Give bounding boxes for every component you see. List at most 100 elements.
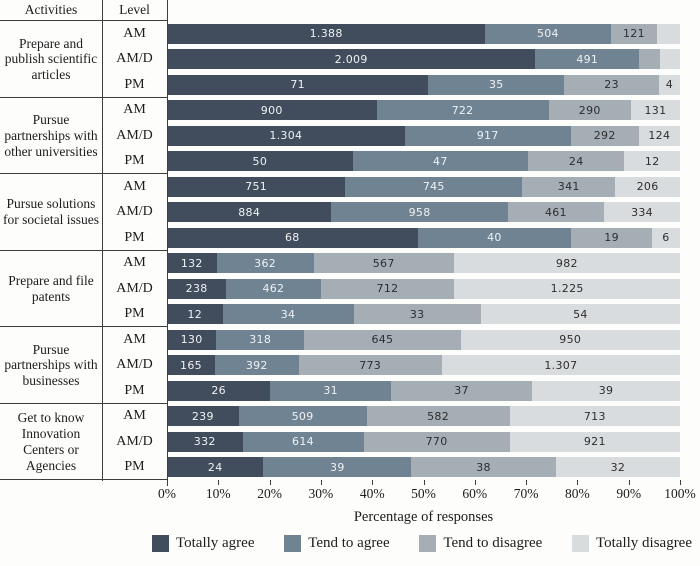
bar-groups: Prepare and publish scientific articles A…	[0, 21, 700, 480]
bar-value: 713	[583, 409, 606, 423]
bar-segment-tend-to-agree: 745	[345, 176, 523, 197]
bar-segment-tend-to-agree: 462	[226, 278, 321, 299]
bar-value: 504	[536, 27, 559, 41]
bar-value: 47	[433, 154, 448, 168]
bar-segment-tend-to-disagree: 290	[548, 100, 631, 121]
x-tick-mark	[423, 480, 425, 485]
bar-value: 26	[211, 384, 226, 398]
bar-segment-tend-to-agree: 34	[222, 304, 354, 325]
legend-label: Totally agree	[176, 535, 255, 551]
bar-segment-tend-to-agree: 509	[238, 406, 367, 427]
bar-segment-totally-disagree: 39	[532, 380, 680, 401]
bar-value: 362	[254, 256, 277, 270]
bar-segment-tend-to-agree: 392	[214, 355, 299, 376]
stacked-bar: 12 34 33 54	[167, 304, 680, 325]
legend-item: Tend to disagree	[419, 535, 542, 552]
bar-segment-totally-agree: 884	[167, 202, 332, 223]
bar-segment-tend-to-disagree: 341	[522, 176, 616, 197]
level-label: AM/D	[116, 433, 153, 449]
legend-swatch-icon	[572, 535, 589, 552]
bar-value: 341	[557, 180, 580, 194]
bar-segment-totally-disagree: 4	[658, 74, 681, 95]
bar-segment-tend-to-disagree: 19	[571, 227, 652, 248]
x-tick-label: 20%	[257, 486, 282, 501]
bar-segment-tend-to-disagree: 567	[313, 253, 454, 274]
bar-segment-totally-disagree: 54	[480, 304, 680, 325]
bar-segment-totally-agree: 12	[167, 304, 223, 325]
bar-value: 1.304	[269, 129, 303, 143]
level-label: PM	[124, 76, 145, 92]
bar-row: AM 1.388 504 121	[102, 21, 700, 47]
bar-value: 39	[330, 460, 345, 474]
level-label: AM/D	[116, 357, 153, 373]
bar-segment-totally-agree: 68	[167, 227, 418, 248]
bar-value: 751	[245, 180, 268, 194]
level-label: PM	[124, 153, 145, 169]
bar-segment-tend-to-agree: 35	[428, 74, 565, 95]
bar-value: 645	[371, 333, 394, 347]
stacked-bar: 2.009 491	[167, 49, 681, 70]
bar-row: AM/D 2.009 491	[102, 47, 700, 73]
bar-segment-tend-to-disagree: 38	[411, 457, 556, 478]
bar-value: 24	[207, 460, 223, 474]
bar-value: 2.009	[334, 52, 368, 66]
x-tick-mark	[269, 480, 271, 485]
bar-row: AM 132 362 567 982	[102, 251, 700, 277]
bar-value: 38	[476, 460, 491, 474]
bar-row: AM/D 238 462 712 1.225	[102, 276, 700, 302]
bar-segment-totally-agree: 24	[167, 457, 264, 478]
x-tick-label: 90%	[616, 486, 642, 501]
bar-segment-totally-disagree: 131	[630, 100, 680, 121]
level-label: AM	[123, 331, 146, 347]
bar-value: 6	[662, 231, 670, 245]
level-label: PM	[124, 229, 145, 245]
legend-label: Tend to disagree	[443, 535, 543, 551]
bar-segment-totally-disagree: 713	[509, 406, 680, 427]
bar-value: 1.225	[550, 282, 584, 296]
bar-value: 509	[291, 409, 314, 423]
stacked-bar: 238 462 712 1.225	[167, 278, 680, 299]
bar-value: 921	[583, 435, 606, 449]
bar-value: 900	[260, 103, 283, 117]
bar-segment-totally-disagree: 124	[638, 125, 680, 146]
bar-value: 462	[262, 282, 285, 296]
x-tick-mark	[526, 480, 528, 485]
bar-value: 121	[622, 27, 645, 41]
activity-label: Pursue partnerships with businesses	[4, 341, 98, 389]
level-column-header: Level	[119, 2, 150, 17]
bar-segment-tend-to-disagree: 645	[304, 329, 461, 350]
level-label: AM/D	[116, 204, 153, 220]
bar-segment-tend-to-agree: 722	[376, 100, 549, 121]
bar-segment-totally-disagree: 982	[453, 253, 681, 274]
x-tick-label: 50%	[411, 486, 436, 501]
bar-segment-totally-agree: 332	[167, 431, 243, 452]
bar-value: 23	[604, 78, 619, 92]
bar-segment-totally-disagree: 950	[460, 329, 681, 350]
level-label: AM	[123, 178, 146, 194]
bar-value: 292	[593, 129, 616, 143]
stacked-bar: 24 39 38 32	[167, 457, 680, 478]
activities-column-header: Activities	[24, 2, 78, 17]
activity-group: Prepare and file patents AM 132 362 567 982 AM…	[0, 251, 700, 328]
legend: Totally agree Tend to agree Tend to disagr…	[152, 535, 692, 552]
stacked-bar: 884 958 461 334	[167, 202, 680, 223]
group-rows: AM 751 745 341 206 AM/D 884 958 461 334 PM 68 40 19 6	[102, 174, 700, 251]
x-tick-label: 0%	[158, 486, 176, 501]
group-rows: AM 132 362 567 982 AM/D 238 462 712 1.225 PM 12 34 33…	[102, 251, 700, 328]
bar-value: 958	[408, 205, 431, 219]
legend-swatch-icon	[284, 535, 302, 552]
stacked-bar: 71 35 23 4	[167, 74, 681, 95]
bar-segment-tend-to-agree: 917	[404, 125, 571, 146]
bar-segment-tend-to-agree: 39	[263, 457, 412, 478]
bar-segment-totally-agree: 132	[167, 253, 217, 274]
bar-segment-tend-to-agree: 614	[242, 431, 364, 452]
bar-segment-totally-disagree: 6	[651, 227, 680, 248]
legend-label: Tend to agree	[308, 535, 390, 551]
stacked-bar: 239 509 582 713	[167, 406, 680, 427]
bar-row: PM 12 34 33 54	[102, 302, 700, 328]
bar-value: 582	[427, 409, 450, 423]
activity-label: Pursue solutions for societal issues	[3, 196, 99, 228]
bar-value: 334	[631, 205, 653, 219]
bar-segment-tend-to-disagree: 33	[353, 304, 481, 325]
